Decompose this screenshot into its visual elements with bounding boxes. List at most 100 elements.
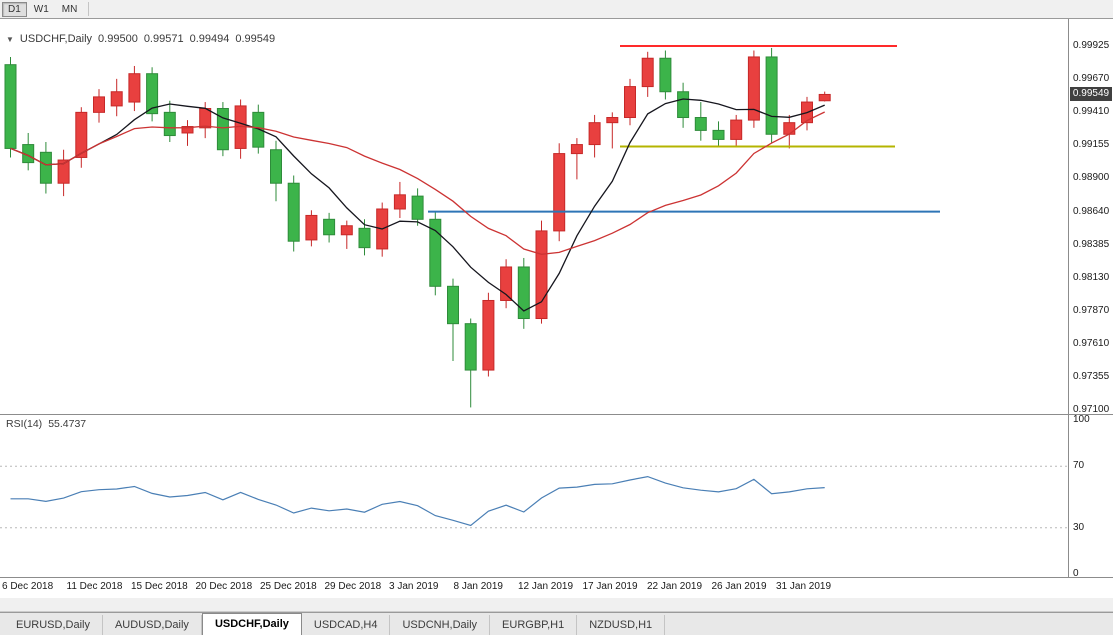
rsi-axis-label: 0 bbox=[1073, 568, 1079, 579]
time-axis[interactable]: 6 Dec 2018 11 Dec 2018 15 Dec 2018 20 Dec 2… bbox=[0, 578, 1069, 598]
time-axis-label: 22 Jan 2019 bbox=[647, 581, 703, 592]
current-price-tag: 0.99549 bbox=[1070, 87, 1112, 102]
period-button-w1[interactable]: W1 bbox=[28, 2, 55, 17]
price-axis-label: 0.97355 bbox=[1073, 371, 1110, 382]
ma-fast-line bbox=[10, 98, 825, 312]
candlestick bbox=[677, 82, 690, 128]
price-axis-label: 0.97610 bbox=[1073, 337, 1110, 349]
price-axis-label: 0.97100 bbox=[1073, 404, 1110, 416]
candlestick bbox=[93, 89, 105, 123]
time-axis-label: 15 Dec 2018 bbox=[131, 581, 188, 592]
price-axis-label: 0.98900 bbox=[1073, 172, 1110, 184]
candlestick bbox=[624, 78, 636, 126]
time-axis-label: 26 Jan 2019 bbox=[711, 581, 767, 592]
candlestick bbox=[181, 120, 194, 146]
time-axis-label: 20 Dec 2018 bbox=[195, 581, 253, 592]
candlestick bbox=[712, 121, 725, 146]
candlestick bbox=[287, 175, 300, 252]
chart-shift-marker-icon[interactable]: ▼ bbox=[6, 34, 14, 44]
candlestick bbox=[39, 141, 52, 194]
time-axis-label: 3 Jan 2019 bbox=[389, 581, 439, 592]
candlestick bbox=[340, 220, 353, 249]
candlestick bbox=[694, 102, 707, 141]
time-axis-separator bbox=[0, 577, 1113, 578]
pane-separator[interactable] bbox=[0, 414, 1113, 415]
price-axis-label: 0.98385 bbox=[1073, 238, 1110, 250]
horizontal-scrollbar[interactable] bbox=[0, 598, 1113, 612]
candlestick bbox=[128, 65, 141, 112]
candlestick bbox=[75, 107, 88, 168]
candlestick bbox=[500, 259, 513, 309]
price-axis-label: 0.99670 bbox=[1073, 73, 1110, 85]
chart-symbol-label: USDCHF,Daily bbox=[19, 33, 93, 45]
candlestick bbox=[305, 210, 318, 247]
price-axis-separator bbox=[1068, 19, 1069, 577]
candlestick bbox=[747, 50, 760, 128]
ma-slow-line bbox=[10, 111, 825, 255]
chart-tab-usdchf[interactable]: USDCHF,Daily bbox=[201, 613, 302, 635]
candlestick bbox=[659, 50, 672, 100]
chart-tab-audusd[interactable]: AUDUSD,Daily bbox=[103, 615, 202, 635]
candlestick bbox=[216, 102, 229, 157]
rsi-indicator-canvas[interactable] bbox=[0, 415, 1069, 577]
ohlc-high: 0.99571 bbox=[143, 33, 184, 45]
candlestick bbox=[411, 188, 424, 226]
time-axis-label: 17 Jan 2019 bbox=[582, 581, 638, 592]
candlestick bbox=[57, 149, 70, 197]
toolbar-divider bbox=[88, 2, 90, 16]
rsi-axis-label: 100 bbox=[1073, 414, 1090, 425]
price-axis-label: 0.97870 bbox=[1073, 304, 1110, 316]
price-axis-label: 0.98640 bbox=[1073, 205, 1110, 217]
time-axis-label: 31 Jan 2019 bbox=[776, 581, 832, 592]
ohlc-open: 0.99500 bbox=[98, 33, 138, 45]
time-axis-label: 6 Dec 2018 bbox=[2, 581, 54, 592]
price-axis[interactable]: 0.99549 0.99925 0.99670 0.99410 0.99155 0.98… bbox=[1070, 19, 1113, 579]
period-toolbar: D1 W1 MN bbox=[0, 0, 1113, 19]
candlestick bbox=[163, 100, 176, 142]
rsi-header: RSI(14) 55.4737 bbox=[6, 418, 86, 430]
main-chart-canvas[interactable] bbox=[0, 19, 1069, 414]
candlestick bbox=[429, 211, 442, 296]
period-button-mn[interactable]: MN bbox=[56, 2, 84, 17]
chart-tab-nzdusd[interactable]: NZDUSD,H1 bbox=[577, 615, 666, 635]
rsi-line bbox=[10, 475, 825, 527]
chart-tab-eurgbp[interactable]: EURGBP,H1 bbox=[490, 615, 578, 635]
rsi-indicator-label: RSI(14) bbox=[6, 418, 43, 430]
chart-tab-eurusd[interactable]: EURUSD,Daily bbox=[4, 615, 103, 635]
chart-tab-bar: EURUSD,Daily AUDUSD,Daily USDCHF,Daily USDC… bbox=[0, 612, 1113, 635]
candlestick bbox=[765, 47, 778, 144]
candlestick bbox=[553, 143, 566, 242]
candlestick bbox=[482, 292, 495, 377]
candlestick bbox=[270, 140, 282, 202]
chart-window: ▼ USDCHF,Daily 0.99500 0.99571 0.99494 0… bbox=[0, 19, 1113, 598]
candlestick bbox=[234, 99, 247, 159]
time-axis-label: 29 Dec 2018 bbox=[324, 581, 382, 592]
chart-header: ▼ USDCHF,Daily 0.99500 0.99571 0.99494 0… bbox=[6, 33, 275, 45]
rsi-axis-label: 30 bbox=[1073, 521, 1085, 533]
candlestick bbox=[323, 212, 336, 243]
time-axis-label: 25 Dec 2018 bbox=[260, 581, 317, 592]
candlestick bbox=[641, 51, 654, 97]
candlestick bbox=[4, 56, 17, 158]
candlestick bbox=[393, 181, 406, 219]
candlestick bbox=[464, 318, 477, 408]
time-axis-label: 12 Jan 2019 bbox=[518, 581, 574, 592]
candlestick bbox=[606, 112, 619, 149]
price-axis-label: 0.98130 bbox=[1073, 271, 1110, 283]
ohlc-low: 0.99494 bbox=[189, 33, 230, 45]
chart-tab-usdcnh[interactable]: USDCNH,Daily bbox=[390, 615, 491, 635]
period-button-d1[interactable]: D1 bbox=[2, 1, 27, 17]
chart-tab-usdcad[interactable]: USDCAD,H4 bbox=[302, 615, 391, 635]
price-axis-label: 0.99925 bbox=[1073, 40, 1110, 51]
candlestick bbox=[588, 114, 601, 158]
candlestick bbox=[110, 78, 123, 117]
price-axis-label: 0.99155 bbox=[1073, 139, 1110, 151]
time-axis-label: 11 Dec 2018 bbox=[66, 581, 123, 592]
rsi-indicator-value: 55.4737 bbox=[48, 418, 87, 430]
rsi-axis-label: 70 bbox=[1073, 460, 1085, 472]
candlestick bbox=[818, 91, 831, 102]
candlestick bbox=[730, 114, 743, 148]
candlestick bbox=[570, 138, 583, 180]
candlestick bbox=[22, 132, 35, 171]
price-axis-label: 0.99410 bbox=[1073, 106, 1110, 118]
